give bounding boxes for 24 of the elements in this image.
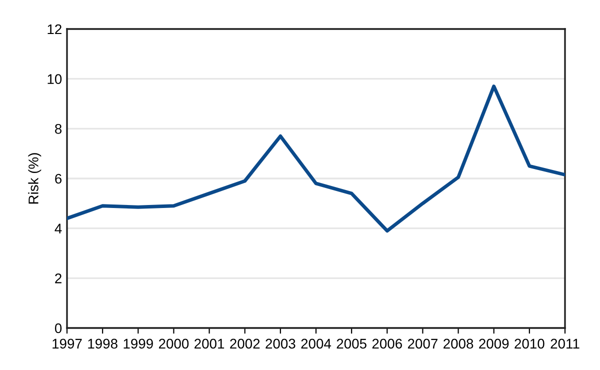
x-tick-label: 2009 <box>479 338 509 349</box>
x-tick-label: 2002 <box>230 338 260 349</box>
y-tick-label: 0 <box>54 323 62 334</box>
x-tick-label: 2000 <box>158 338 189 349</box>
y-tick-label: 8 <box>55 124 62 134</box>
x-tick-label: 2004 <box>301 338 332 349</box>
line-series <box>67 84 565 233</box>
x-tick-label: 1998 <box>88 338 118 349</box>
x-tick-label: 2001 <box>194 338 224 349</box>
x-tick-label: 2011 <box>550 338 580 349</box>
y-tick-label: 6 <box>55 174 62 184</box>
x-tick-label: 2006 <box>372 338 402 349</box>
x-tick-label: 2008 <box>444 338 474 349</box>
y-tick-label: 4 <box>54 224 62 234</box>
y-tick-label: 12 <box>48 24 62 34</box>
y-tick-label: 10 <box>48 74 62 84</box>
x-tick-label: 2003 <box>266 338 296 349</box>
x-tick-label: 2010 <box>514 338 544 349</box>
x-tick-label: 1997 <box>52 338 82 349</box>
x-tick-label: 1999 <box>124 338 153 349</box>
y-tick-label: 2 <box>55 274 62 284</box>
x-tick-label: 2005 <box>336 338 366 349</box>
y-axis-title: Risk (%) <box>28 153 42 204</box>
x-tick-label: 2007 <box>408 338 438 349</box>
